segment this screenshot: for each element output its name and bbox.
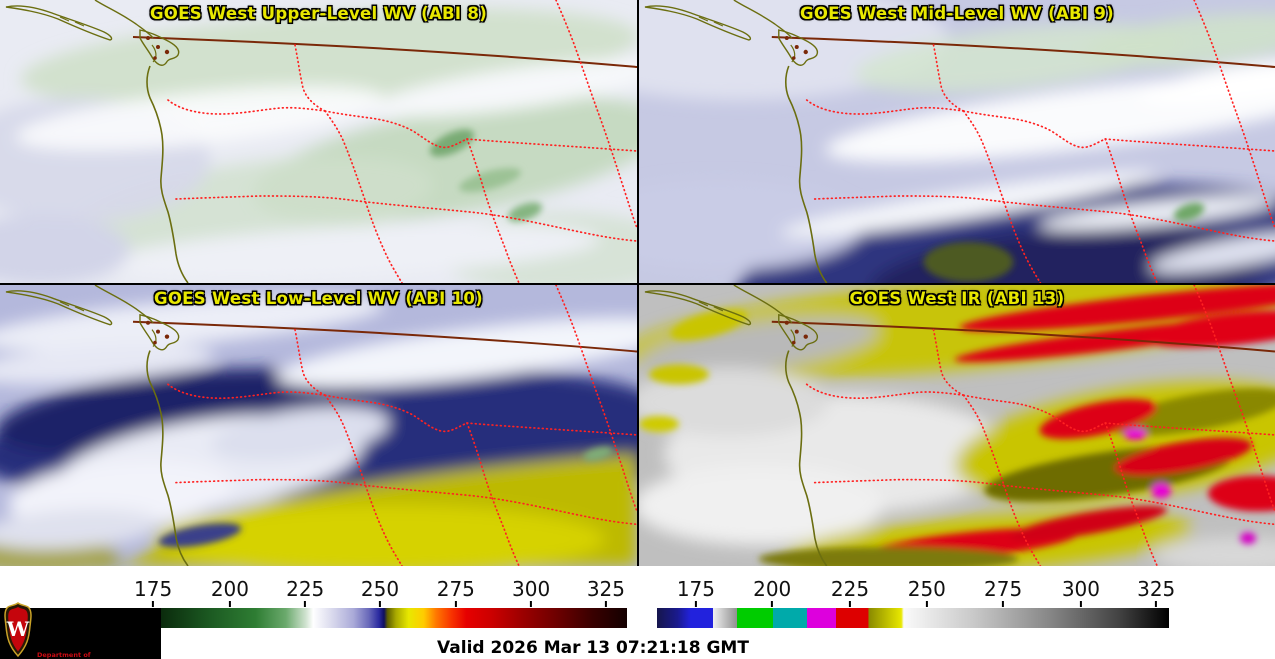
wv-tick-label: 300 xyxy=(512,577,551,601)
wv-tick-label: 325 xyxy=(586,577,625,601)
ir-tick-label: 250 xyxy=(907,577,946,601)
footer-legend-strip: 175 200 225 250 275 300 325 175 200 225 … xyxy=(0,566,1275,659)
panel-abi9: GOES West Mid-Level WV (ABI 9) xyxy=(639,0,1275,283)
wv-colorbar xyxy=(125,608,627,628)
ir-tick-label: 225 xyxy=(830,577,870,601)
satellite-image-abi13 xyxy=(639,285,1275,566)
wv-colorbar-group: 175 200 225 250 275 300 325 xyxy=(125,578,627,630)
ir-tick-label: 300 xyxy=(1061,577,1101,601)
ir-tick-label: 325 xyxy=(1137,577,1176,601)
ir-tick-label: 275 xyxy=(984,577,1023,601)
uw-aos-logo-text: Department of Atmospheric and Oceanic Sc… xyxy=(37,652,161,659)
panel-abi10: GOES West Low-Level WV (ABI 10) xyxy=(0,285,637,566)
uw-crest-icon: W xyxy=(4,602,32,658)
crest-letter: W xyxy=(6,617,30,641)
ir-tick-label: 175 xyxy=(676,577,715,601)
satellite-panel-grid: GOES West Upper-Level WV (ABI 8) xyxy=(0,0,1275,566)
wv-tick-label: 175 xyxy=(134,577,173,601)
satellite-image-abi10 xyxy=(0,285,637,566)
wv-tick-label: 225 xyxy=(286,577,325,601)
valid-timestamp: Valid 2026 Mar 13 07:21:18 GMT xyxy=(437,638,749,658)
ir-colorbar-group: 175 200 225 250 275 300 325 xyxy=(657,577,1175,630)
ir-tick-label: 200 xyxy=(753,577,792,601)
satellite-image-abi8 xyxy=(0,0,637,283)
wv-tick-label: 250 xyxy=(360,577,400,601)
panel-abi13: GOES West IR (ABI 13) xyxy=(639,285,1275,566)
panel-abi8: GOES West Upper-Level WV (ABI 8) xyxy=(0,0,637,283)
wv-tick-label: 200 xyxy=(210,577,249,601)
wv-tick-label: 275 xyxy=(436,577,475,601)
satellite-image-abi9 xyxy=(639,0,1275,283)
ir-colorbar xyxy=(657,608,1169,628)
logo-dept-line: Department of xyxy=(37,651,91,659)
